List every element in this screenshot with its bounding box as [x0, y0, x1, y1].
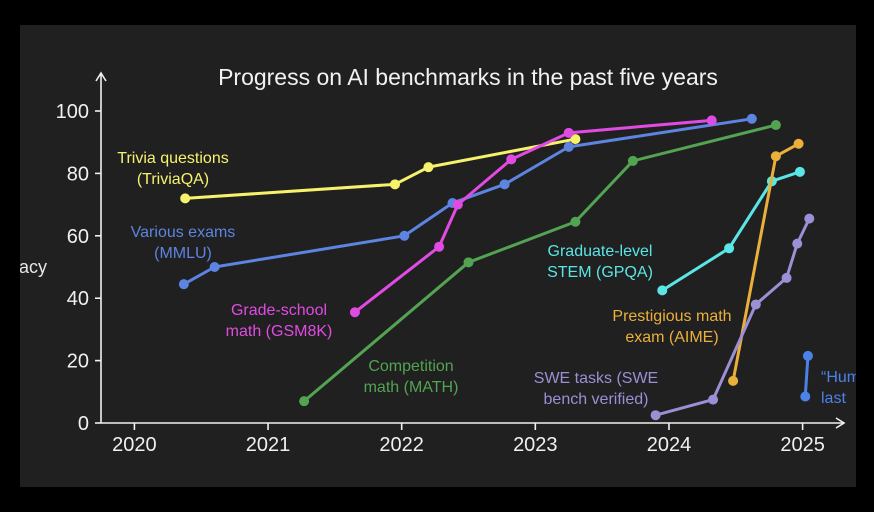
x-tick-label: 2024: [647, 434, 692, 456]
data-point: [299, 396, 310, 407]
series-line: [185, 137, 576, 200]
data-point: [570, 134, 581, 145]
series-label-line: Graduate-level: [548, 243, 653, 260]
y-tick-label: 60: [67, 226, 89, 248]
series-label: Competition math (MATH): [364, 358, 459, 396]
data-point: [657, 285, 668, 296]
series-label-line: Grade-school: [231, 302, 327, 319]
x-tick-label: 2025: [780, 434, 825, 456]
data-point: [390, 179, 401, 190]
series-label-line: Various exams: [131, 224, 236, 241]
y-axis-arrow: [95, 71, 107, 82]
series-0: [180, 134, 581, 204]
data-point: [746, 113, 757, 124]
series-label-line: (TriviaQA): [137, 171, 209, 188]
series-label: Various exams (MMLU): [131, 224, 236, 262]
data-point: [728, 375, 739, 386]
chart-title: Progress on AI benchmarks in the past fi…: [218, 64, 718, 90]
data-point: [770, 151, 781, 162]
series-2: [349, 115, 717, 318]
series-label-line: (MMLU): [154, 245, 212, 262]
series-3: [299, 120, 781, 407]
series-label-line: SWE tasks (SWE: [534, 370, 658, 387]
data-point: [180, 193, 191, 204]
data-point: [570, 216, 581, 227]
benchmark-progress-chart: Progress on AI benchmarks in the past fi…: [20, 64, 856, 456]
data-point: [802, 350, 813, 361]
series-label-line: bench verified): [544, 391, 649, 408]
series-line: [353, 118, 712, 314]
chart-frame: Progress on AI benchmarks in the past fi…: [20, 25, 856, 487]
data-point: [506, 154, 517, 165]
series-7: [800, 350, 813, 402]
data-point: [349, 307, 360, 318]
data-point: [781, 272, 792, 283]
series-5: [728, 138, 804, 386]
y-tick-label: 100: [56, 101, 89, 123]
data-point: [434, 241, 445, 252]
series-labels: Trivia questions (TriviaQA) Various exams (…: [117, 150, 856, 408]
data-point: [563, 127, 574, 138]
series-label: Trivia questions (TriviaQA): [117, 150, 228, 188]
data-point: [563, 141, 574, 152]
series-label: Graduate-level STEM (GPQA): [547, 243, 653, 281]
x-tick-label: 2022: [379, 434, 424, 456]
data-point: [650, 410, 661, 421]
x-tick-label: 2023: [513, 434, 558, 456]
data-point: [452, 199, 463, 210]
data-point: [706, 115, 717, 126]
data-point: [794, 166, 805, 177]
series-label-line: Competition: [368, 358, 453, 375]
axes: 0 20 40 60 80 100 2020 2021 2022 2023 2024 2025: [56, 71, 846, 456]
series-label-line: math (MATH): [364, 379, 459, 396]
series-label-line: Trivia questions: [117, 150, 228, 167]
data-point: [463, 257, 474, 268]
series-layer: [178, 113, 815, 421]
series-label-line: Prestigious math: [612, 308, 731, 325]
data-point: [178, 279, 189, 290]
data-point: [399, 230, 410, 241]
data-point: [209, 262, 220, 272]
data-point: [724, 243, 735, 254]
data-point: [793, 138, 804, 149]
series-line: [803, 355, 810, 397]
series-label-line: “Hum: [821, 369, 856, 386]
y-tick-label: 0: [78, 413, 89, 435]
series-label: Prestigious math exam (AIME): [612, 308, 731, 346]
data-point: [423, 162, 434, 173]
y-tick-label: 80: [67, 163, 89, 185]
series-line: [731, 142, 800, 382]
series-label: SWE tasks (SWE bench verified): [534, 370, 658, 408]
series-6: [650, 213, 815, 421]
y-axis-label: Accuracy: [20, 257, 47, 277]
series-label-line: last: [821, 390, 846, 407]
data-point: [750, 299, 761, 310]
data-point: [800, 391, 811, 402]
series-label: “Hum last: [821, 369, 856, 407]
series-label-line: STEM (GPQA): [547, 264, 653, 281]
data-point: [708, 394, 719, 405]
x-tick-label: 2021: [246, 434, 291, 456]
x-axis-arrow: [835, 417, 846, 429]
series-label: Grade-school math (GSM8K): [226, 302, 333, 340]
series-label-line: math (GSM8K): [226, 323, 333, 340]
y-tick-label: 20: [67, 351, 89, 373]
data-point: [792, 238, 803, 249]
x-tick-label: 2020: [112, 434, 157, 456]
series-line: [661, 170, 801, 292]
data-point: [770, 120, 781, 131]
series-label-line: exam (AIME): [625, 329, 718, 346]
y-tick-label: 40: [67, 288, 89, 310]
data-point: [627, 155, 638, 166]
data-point: [804, 213, 815, 224]
data-point: [499, 179, 510, 190]
